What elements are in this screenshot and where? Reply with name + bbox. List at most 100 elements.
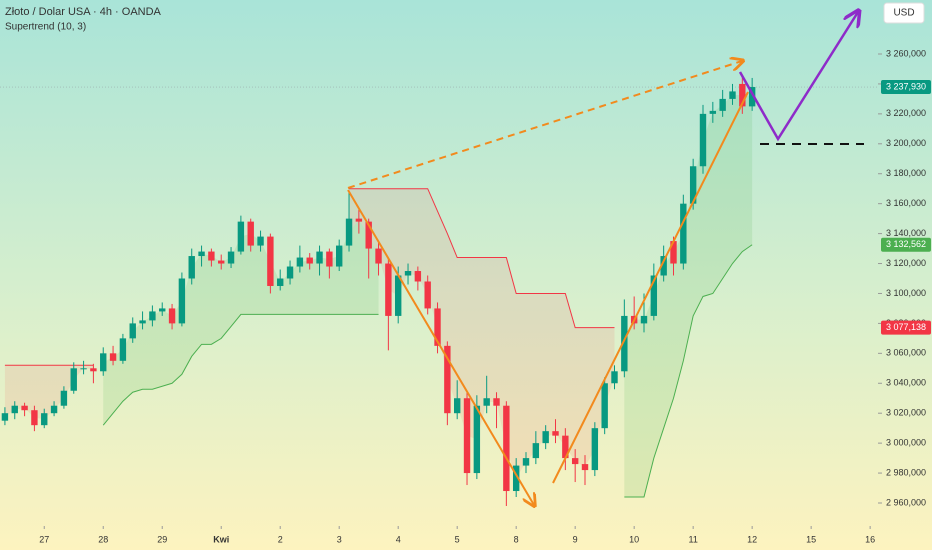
currency-label[interactable]: USD xyxy=(893,8,914,19)
x-tick-label: 8 xyxy=(514,534,519,544)
candle-body xyxy=(139,320,146,324)
candle-body xyxy=(503,405,510,492)
up-line xyxy=(552,91,749,484)
candle-body xyxy=(296,257,304,267)
candle-body xyxy=(640,315,648,324)
candle-body xyxy=(178,278,186,324)
candle-body xyxy=(41,413,48,426)
candle-body xyxy=(21,405,28,411)
candle-body xyxy=(100,353,107,372)
x-tick-label: 9 xyxy=(573,534,578,544)
candle-body xyxy=(227,251,235,264)
candle-body xyxy=(188,256,195,279)
supertrend xyxy=(4,188,753,498)
currency-button[interactable] xyxy=(883,2,925,24)
candle-body xyxy=(70,368,77,391)
x-tick-label: 3 xyxy=(337,534,342,544)
candle-body xyxy=(689,166,697,204)
x-tick-label: 5 xyxy=(455,534,460,544)
candle-body xyxy=(414,271,422,282)
indicator-label: Supertrend (10, 3) xyxy=(5,22,86,33)
candle-body xyxy=(365,221,372,249)
candle-body xyxy=(31,410,38,426)
y-tick-label: 2 960,000 xyxy=(886,497,926,507)
candle-body xyxy=(601,383,608,429)
trend-fill xyxy=(624,95,753,498)
axes: 2 960,000 2 980,000 3 000,000 3 020,000 3 04… xyxy=(39,48,931,544)
candle-body xyxy=(159,308,166,312)
candle-body xyxy=(542,431,549,444)
y-tick-label: 3 180,000 xyxy=(886,168,926,178)
candle-body xyxy=(552,431,559,436)
candle-body xyxy=(719,98,726,111)
trend-fill xyxy=(103,220,379,426)
candle-body xyxy=(463,398,471,474)
candle-body xyxy=(591,428,599,471)
candle-body xyxy=(355,218,363,222)
candle-body xyxy=(257,236,264,246)
candle-body xyxy=(748,87,756,107)
candle-body xyxy=(709,110,717,114)
price-label-box xyxy=(881,320,931,335)
candle-body xyxy=(394,275,402,316)
price-label-box xyxy=(881,237,931,252)
x-tick-label: 2 xyxy=(278,534,283,544)
y-tick-label: 3 260,000 xyxy=(886,48,926,58)
trend-line-dashed xyxy=(347,61,742,189)
candle-body xyxy=(680,203,687,264)
chart-title: Złoto / Dolar USA · 4h · OANDA xyxy=(5,6,162,18)
y-tick-label: 3 140,000 xyxy=(886,228,926,238)
candle-body xyxy=(129,323,136,339)
candle-body xyxy=(611,371,618,384)
candle-body xyxy=(286,266,294,279)
y-tick-label: 3 040,000 xyxy=(886,378,926,388)
candle-body xyxy=(581,464,589,471)
x-tick-label: 10 xyxy=(629,534,639,544)
y-tick-label: 3 060,000 xyxy=(886,348,926,358)
candle-body xyxy=(404,271,412,276)
candle-body xyxy=(119,338,127,361)
candle-body xyxy=(729,91,736,99)
supertrend-line xyxy=(349,188,615,329)
candle-body xyxy=(109,353,117,361)
candle-body xyxy=(621,315,628,372)
candle-body xyxy=(237,221,245,252)
candle-body xyxy=(473,405,481,474)
candle-body xyxy=(739,83,746,107)
candle-body xyxy=(699,113,707,167)
y-tick-label: 3 020,000 xyxy=(886,408,926,418)
candle-body xyxy=(493,398,500,406)
candle-body xyxy=(444,345,451,414)
candle-body xyxy=(345,218,353,246)
x-tick-label: 27 xyxy=(39,534,49,544)
candle-body xyxy=(650,275,658,316)
projection xyxy=(738,12,858,142)
candle-body xyxy=(532,443,540,459)
candle-body xyxy=(385,263,392,316)
y-tick-label: 2 980,000 xyxy=(886,467,926,477)
y-tick-label: 3 120,000 xyxy=(886,258,926,268)
candle-body xyxy=(60,390,68,406)
drawings xyxy=(347,12,864,505)
candle-body xyxy=(562,435,569,459)
x-tick-label: 11 xyxy=(688,534,697,544)
candle-body xyxy=(149,311,156,321)
x-tick-label: 4 xyxy=(396,534,401,544)
x-tick-label: 15 xyxy=(806,534,816,544)
candle-body xyxy=(670,241,677,264)
candle-body xyxy=(375,248,382,264)
grid xyxy=(0,53,882,529)
candle-body xyxy=(336,245,343,267)
x-tick-label: 12 xyxy=(747,534,757,544)
y-tick-label: 3 200,000 xyxy=(886,138,926,148)
price-label: 3 132,562 xyxy=(886,239,926,249)
candle-body xyxy=(208,251,215,261)
candles xyxy=(1,74,756,506)
candle-body xyxy=(50,405,58,414)
price-label: 3 077,138 xyxy=(886,322,926,332)
candle-body xyxy=(90,368,97,372)
supertrend-line xyxy=(102,313,379,426)
supertrend-line xyxy=(624,244,753,498)
candle-body xyxy=(306,257,313,264)
